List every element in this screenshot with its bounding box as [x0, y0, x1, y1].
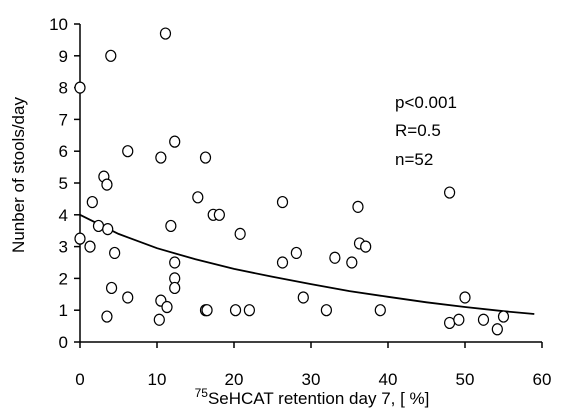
data-point — [459, 291, 471, 304]
x-axis-label: 75SeHCAT retention day 7, [ %] — [195, 386, 430, 408]
data-point — [229, 304, 242, 317]
data-point — [101, 178, 113, 191]
data-point — [192, 191, 204, 204]
y-tick-label: 0 — [59, 333, 68, 352]
y-tick-label: 2 — [59, 269, 68, 288]
data-point — [290, 246, 302, 260]
stats-annotation: p<0.001 R=0.5 n=52 — [395, 93, 457, 169]
trend-line — [79, 213, 535, 315]
data-point — [153, 313, 165, 326]
data-point — [86, 195, 98, 209]
data-point — [122, 145, 134, 158]
trend-curve — [79, 213, 535, 315]
data-point — [74, 232, 86, 245]
data-point — [352, 200, 364, 213]
data-point — [109, 246, 121, 260]
y-axis-label: Nunber of stools/day — [9, 97, 28, 253]
x-tick-label: 60 — [533, 370, 552, 389]
data-point — [234, 227, 246, 240]
x-tick-label: 30 — [302, 370, 321, 389]
y-tick-label: 9 — [59, 47, 68, 66]
data-point — [102, 223, 114, 236]
annotation-r-value: R=0.5 — [395, 121, 441, 140]
x-axis-label-text: SeHCAT retention day 7, [ %] — [208, 389, 429, 408]
data-point — [159, 27, 172, 40]
y-tick-label: 8 — [59, 79, 68, 98]
data-point — [169, 256, 181, 269]
data-point — [155, 151, 167, 164]
x-tick-label: 40 — [379, 370, 398, 389]
data-point — [169, 281, 181, 295]
annotation-p-value: p<0.001 — [395, 93, 457, 112]
data-point — [477, 313, 490, 326]
data-point — [169, 135, 181, 148]
data-point — [101, 310, 113, 323]
x-tick-label: 20 — [225, 370, 244, 389]
data-point — [199, 151, 212, 164]
data-point — [444, 186, 456, 199]
data-point — [213, 208, 225, 221]
x-tick-label: 50 — [456, 370, 475, 389]
data-point — [329, 251, 341, 264]
x-axis: 0 10 20 30 40 50 60 — [75, 341, 552, 389]
y-tick-label: 7 — [59, 110, 68, 129]
data-point — [201, 304, 213, 317]
data-point — [453, 313, 465, 326]
data-point — [84, 240, 96, 253]
y-tick-label: 10 — [49, 15, 68, 34]
data-point — [491, 323, 503, 336]
data-points — [74, 27, 510, 336]
data-point — [360, 240, 372, 253]
x-axis-label-superscript: 75 — [195, 386, 209, 400]
x-tick-label: 0 — [75, 370, 84, 389]
data-point — [74, 81, 86, 94]
data-point — [165, 219, 177, 233]
data-point — [297, 291, 309, 304]
y-tick-label: 6 — [59, 142, 68, 161]
data-point — [346, 256, 358, 269]
x-tick-label: 10 — [148, 370, 167, 389]
data-point — [92, 219, 105, 233]
data-point — [122, 291, 134, 304]
y-tick-label: 4 — [59, 206, 68, 225]
annotation-n-value: n=52 — [395, 150, 433, 169]
data-point — [320, 304, 332, 317]
data-point — [161, 300, 173, 314]
y-tick-label: 1 — [59, 301, 68, 320]
data-point — [105, 281, 118, 295]
data-point — [105, 49, 117, 62]
y-tick-label: 5 — [59, 174, 68, 193]
data-point — [497, 310, 510, 323]
data-point — [374, 304, 386, 317]
data-point — [444, 316, 456, 330]
data-point — [276, 195, 289, 209]
data-point — [243, 304, 255, 317]
y-axis: 0 1 2 3 4 5 6 7 8 9 10 — [49, 15, 81, 352]
y-tick-label: 3 — [59, 238, 68, 257]
data-point — [276, 256, 289, 269]
